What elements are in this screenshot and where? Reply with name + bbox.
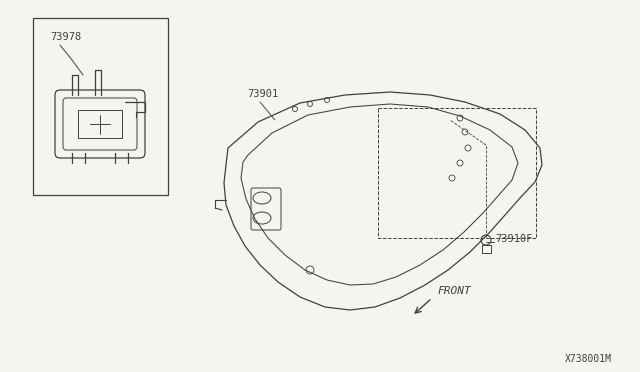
Bar	[33, 18, 168, 195]
Bar	[378, 108, 536, 238]
Text: 73978: 73978	[50, 32, 81, 42]
Text: X738001M: X738001M	[565, 354, 612, 364]
Text: FRONT: FRONT	[437, 286, 471, 296]
Bar	[78, 110, 122, 138]
Text: 73910F: 73910F	[495, 234, 532, 244]
Bar	[482, 245, 491, 253]
Text: 73901: 73901	[247, 89, 278, 99]
